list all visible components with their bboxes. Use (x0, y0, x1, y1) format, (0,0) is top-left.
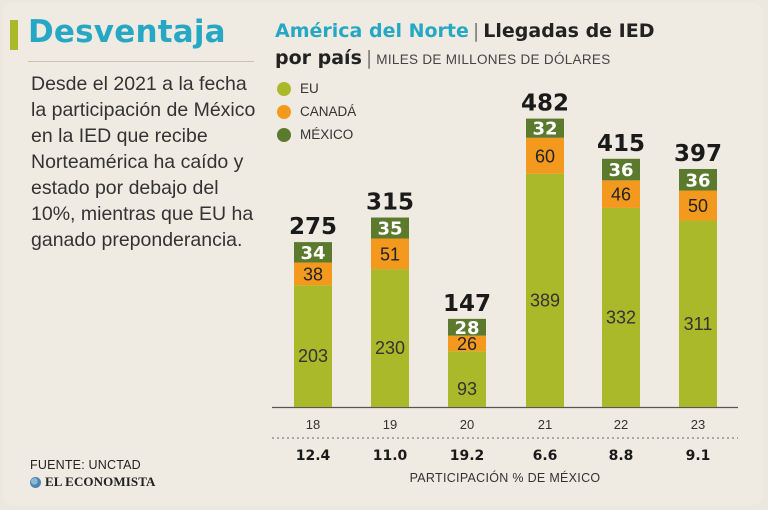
bar-value-label-mxico-20: 28 (454, 318, 479, 339)
bar-segment-mxico-21 (526, 118, 564, 138)
x-tick-label-22: 22 (614, 417, 628, 432)
bar-segment-eu-20 (448, 351, 486, 407)
x-tick-label-18: 18 (306, 417, 320, 432)
globe-icon (30, 476, 41, 488)
bar-value-label-canad-22: 46 (611, 185, 631, 205)
chart-legend: EU CANADÁ MÉXICO (277, 77, 356, 146)
mexico-share-value-21: 6.6 (533, 448, 558, 464)
bar-total-label-23: 397 (674, 141, 722, 167)
bar-segment-canad-20 (448, 335, 486, 352)
bar-value-label-canad-23: 50 (688, 196, 708, 216)
bar-total-label-20: 147 (443, 291, 491, 317)
mexico-share-value-23: 9.1 (686, 448, 711, 464)
bar-segment-mxico-18 (294, 242, 332, 263)
legend-item-canada: CANADÁ (277, 100, 356, 123)
bar-value-label-mxico-23: 36 (685, 170, 710, 191)
bar-segment-canad-22 (602, 180, 640, 208)
bar-segment-canad-23 (679, 190, 717, 221)
x-tick-label-20: 20 (460, 417, 474, 432)
bar-value-label-eu-18: 203 (298, 346, 328, 366)
summary-text: Desde el 2021 a la fecha la participació… (31, 73, 256, 251)
mexico-share-axis-label: PARTICIPACIÓN % DE MÉXICO (410, 470, 601, 485)
mexico-share-value-22: 8.8 (609, 448, 634, 464)
chart-title-main: Llegadas de IED (483, 20, 655, 42)
bar-segment-mxico-20 (448, 318, 486, 336)
bar-value-label-canad-21: 60 (535, 146, 555, 166)
bar-segment-canad-19 (371, 238, 409, 270)
bar-total-label-19: 315 (366, 190, 414, 216)
bar-segment-eu-19 (371, 269, 409, 407)
bar-value-label-eu-21: 389 (530, 290, 560, 310)
legend-item-mexico: MÉXICO (277, 123, 356, 146)
headline: Desventaja (28, 14, 226, 50)
headline-divider (28, 61, 254, 62)
mexico-share-value-18: 12.4 (296, 448, 331, 464)
bar-segment-eu-23 (679, 220, 717, 407)
source-credit: FUENTE: UNCTAD (30, 458, 141, 472)
bar-value-label-mxico-21: 32 (532, 119, 557, 140)
legend-swatch-canada (277, 104, 291, 119)
legend-swatch-mexico (277, 127, 291, 142)
mexico-share-value-19: 11.0 (373, 448, 408, 464)
bar-segment-eu-21 (526, 173, 564, 407)
legend-swatch-eu (277, 81, 291, 96)
bar-segment-canad-21 (526, 137, 564, 174)
bar-value-label-mxico-18: 34 (300, 243, 325, 264)
x-tick-label-19: 19 (383, 417, 397, 432)
chart-title-line2: por país | MILES DE MILLONES DE DÓLARES (275, 47, 611, 69)
bar-segment-mxico-19 (371, 217, 409, 239)
bar-value-label-canad-20: 26 (457, 334, 477, 354)
mexico-share-value-20: 19.2 (450, 448, 485, 464)
headline-accent-bar (10, 20, 18, 50)
chart-title-main-2: por país (275, 47, 362, 69)
brand-logo: EL ECONOMISTA (30, 474, 156, 490)
bar-value-label-eu-20: 93 (457, 379, 477, 399)
bar-value-label-eu-19: 230 (375, 338, 405, 358)
bar-total-label-18: 275 (289, 214, 337, 240)
bar-segment-canad-18 (294, 262, 332, 286)
bar-segment-mxico-22 (602, 158, 640, 181)
bar-total-label-22: 415 (597, 131, 645, 157)
chart-units-separator: | (365, 47, 373, 69)
bar-value-label-eu-22: 332 (606, 307, 636, 327)
chart-title-separator: | (472, 20, 480, 42)
bar-total-label-21: 482 (521, 91, 569, 117)
bar-value-label-eu-23: 311 (684, 314, 713, 334)
chart-title-region: América del Norte (275, 20, 469, 42)
bar-value-label-mxico-22: 36 (608, 160, 633, 181)
x-tick-label-21: 21 (538, 417, 552, 432)
legend-label-mexico: MÉXICO (300, 127, 354, 142)
bar-segment-mxico-23 (679, 168, 717, 191)
brand-name: EL ECONOMISTA (45, 474, 156, 489)
legend-item-eu: EU (277, 77, 356, 100)
legend-label-eu: EU (300, 81, 319, 96)
bar-value-label-canad-19: 51 (380, 244, 400, 264)
bar-value-label-mxico-19: 35 (377, 219, 402, 240)
x-tick-label-23: 23 (691, 417, 705, 432)
chart-title-line1: América del Norte | Llegadas de IED (275, 20, 655, 42)
legend-label-canada: CANADÁ (300, 104, 357, 119)
bar-segment-eu-18 (294, 285, 332, 407)
bar-value-label-canad-18: 38 (303, 264, 323, 284)
bar-segment-eu-22 (602, 207, 640, 407)
chart-units: MILES DE MILLONES DE DÓLARES (376, 52, 611, 67)
